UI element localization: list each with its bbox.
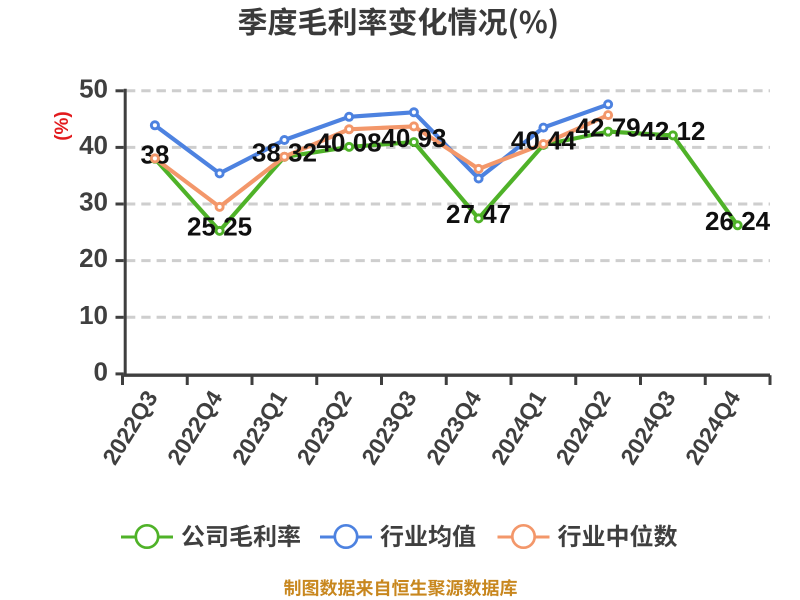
svg-text:50: 50 [79, 73, 108, 103]
svg-text:0: 0 [94, 356, 108, 386]
svg-text:30: 30 [79, 187, 108, 217]
svg-text:(%): (%) [52, 111, 73, 141]
svg-text:20: 20 [79, 243, 108, 273]
svg-text:10: 10 [79, 300, 108, 330]
svg-text:40: 40 [79, 130, 108, 160]
